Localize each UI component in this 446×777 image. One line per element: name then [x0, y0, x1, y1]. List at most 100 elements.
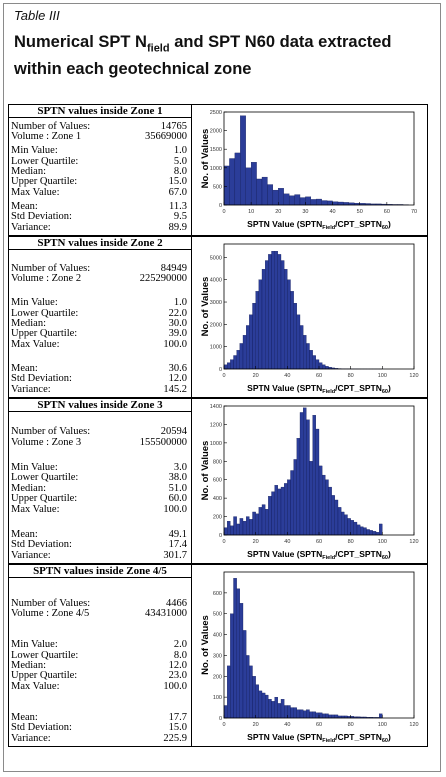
stats-row: Max Value: 100.0	[11, 503, 187, 515]
stat-label: Max Value:	[11, 338, 60, 350]
y-tick-label: 200	[213, 674, 222, 680]
stat-label: Mean:	[11, 711, 38, 723]
stat-value: 2.0	[173, 639, 187, 651]
x-label-text: SPTN Value (SPTN	[247, 732, 322, 742]
bar	[280, 699, 285, 719]
y-tick-label: 800	[213, 459, 222, 465]
bar	[233, 578, 237, 719]
stat-label: Volume : Zone 1	[11, 131, 82, 143]
bar	[278, 188, 284, 206]
bar	[306, 709, 310, 719]
stats-heading: SPTN values inside Zone 4/5	[9, 565, 191, 579]
stats-row: Number of Values: 20594	[11, 426, 187, 438]
bar	[293, 459, 297, 536]
bar	[267, 184, 274, 206]
bar	[341, 511, 345, 536]
x-axis-label: SPTN Value (SPTNField/CPT_SPTN60)	[247, 219, 391, 231]
table-title: Numerical SPT Nfield and SPT N60 data ex…	[14, 32, 434, 80]
y-tick-label: 0	[219, 716, 222, 722]
x-tick-label: 120	[409, 373, 418, 379]
stat-value: 84949	[160, 262, 187, 274]
stat-label: Lower Quartile:	[11, 472, 79, 484]
bar	[283, 193, 290, 206]
bar	[290, 470, 294, 536]
stat-value: 100.0	[163, 680, 187, 692]
bar	[246, 655, 250, 719]
stats-column: SPTN values inside Zone 4/5 Number of Val…	[9, 565, 192, 746]
x-tick-label: 60	[384, 209, 390, 215]
y-tick-label: 1000	[210, 345, 222, 351]
x-tick-label: 60	[316, 539, 322, 545]
bar	[249, 519, 253, 536]
bar	[239, 518, 244, 536]
stats-row: Max Value: 100.0	[11, 338, 187, 350]
stat-label: Mean:	[11, 528, 38, 540]
x-tick-label: 50	[357, 209, 363, 215]
stat-value: 3.0	[173, 461, 187, 473]
stats-row: Upper Quartile: 60.0	[11, 493, 187, 504]
bar	[347, 518, 351, 536]
stat-value: 38.0	[168, 472, 187, 484]
bar	[379, 713, 383, 719]
x-tick-label: 10	[248, 209, 254, 215]
bar	[322, 713, 326, 719]
stat-label: Variance:	[11, 383, 51, 395]
stat-label: Min Value:	[11, 297, 58, 309]
x-tick-label: 100	[378, 373, 387, 379]
y-tick-label: 1000	[210, 441, 222, 447]
y-tick-label: 300	[213, 653, 222, 659]
bar	[268, 496, 272, 536]
stat-label: Upper Quartile:	[11, 328, 78, 340]
stat-label: Std Deviation:	[11, 722, 72, 734]
x-tick-label: 100	[378, 722, 387, 728]
stat-value: 301.7	[163, 549, 187, 561]
stat-label: Number of Values:	[11, 262, 91, 274]
bar	[227, 362, 231, 370]
bar	[332, 201, 339, 206]
zone-table: SPTN values inside Zone 1 Number of Value…	[8, 104, 428, 747]
x-tick-label: 20	[253, 539, 259, 545]
x-tick-label: 0	[222, 722, 225, 728]
stat-value: 30.6	[168, 362, 187, 374]
stat-label: Std Deviation:	[11, 211, 72, 223]
bar	[230, 359, 234, 370]
bar	[258, 690, 263, 719]
bar	[252, 303, 256, 370]
stat-value: 100.0	[163, 503, 187, 515]
y-axis-label: No. of Values	[200, 441, 211, 501]
stat-value: 15.0	[168, 176, 187, 188]
stats-row: Number of Values: 14765	[11, 120, 187, 132]
stats-group: Min Value: 1.0 Lower Quartile: 22.0 Median: 3…	[11, 297, 187, 350]
stats-row: Mean: 17.7	[11, 711, 187, 723]
stat-value: 145.2	[163, 383, 187, 395]
y-tick-label: 600	[213, 591, 222, 597]
stats-row: Variance: 301.7	[11, 549, 187, 561]
bar	[274, 250, 278, 370]
stats-row: Std Deviation: 12.0	[11, 373, 187, 384]
x-tick-label: 0	[222, 373, 225, 379]
x-tick-label: 40	[284, 722, 290, 728]
x-tick-label: 120	[409, 539, 418, 545]
x-label-subscript: Field	[322, 555, 335, 561]
x-label-subscript: 60	[382, 555, 388, 561]
stats-group: Mean: 30.6 Std Deviation: 12.0 Variance: 145.…	[11, 362, 187, 395]
stats-row: Lower Quartile: 22.0	[11, 308, 187, 319]
zone-panel: SPTN values inside Zone 1 Number of Value…	[9, 105, 427, 235]
y-tick-label: 2000	[210, 322, 222, 328]
x-tick-label: 60	[316, 373, 322, 379]
x-label-subscript: Field	[322, 225, 335, 231]
stat-value: 14765	[160, 120, 187, 132]
stats-row: Upper Quartile: 23.0	[11, 670, 187, 681]
bar	[245, 167, 252, 206]
stat-label: Volume : Zone 3	[11, 436, 82, 448]
bar	[242, 521, 247, 536]
bar	[223, 705, 228, 719]
bar	[252, 511, 256, 536]
bar	[303, 335, 307, 370]
x-label-text: /CPT_SPTN	[335, 219, 382, 229]
table-header: Table III Numerical SPT Nfield and SPT N…	[4, 4, 440, 104]
table-label: Table III	[14, 8, 60, 23]
stat-label: Number of Values:	[11, 426, 91, 438]
bar	[299, 709, 304, 719]
bar	[255, 684, 259, 719]
